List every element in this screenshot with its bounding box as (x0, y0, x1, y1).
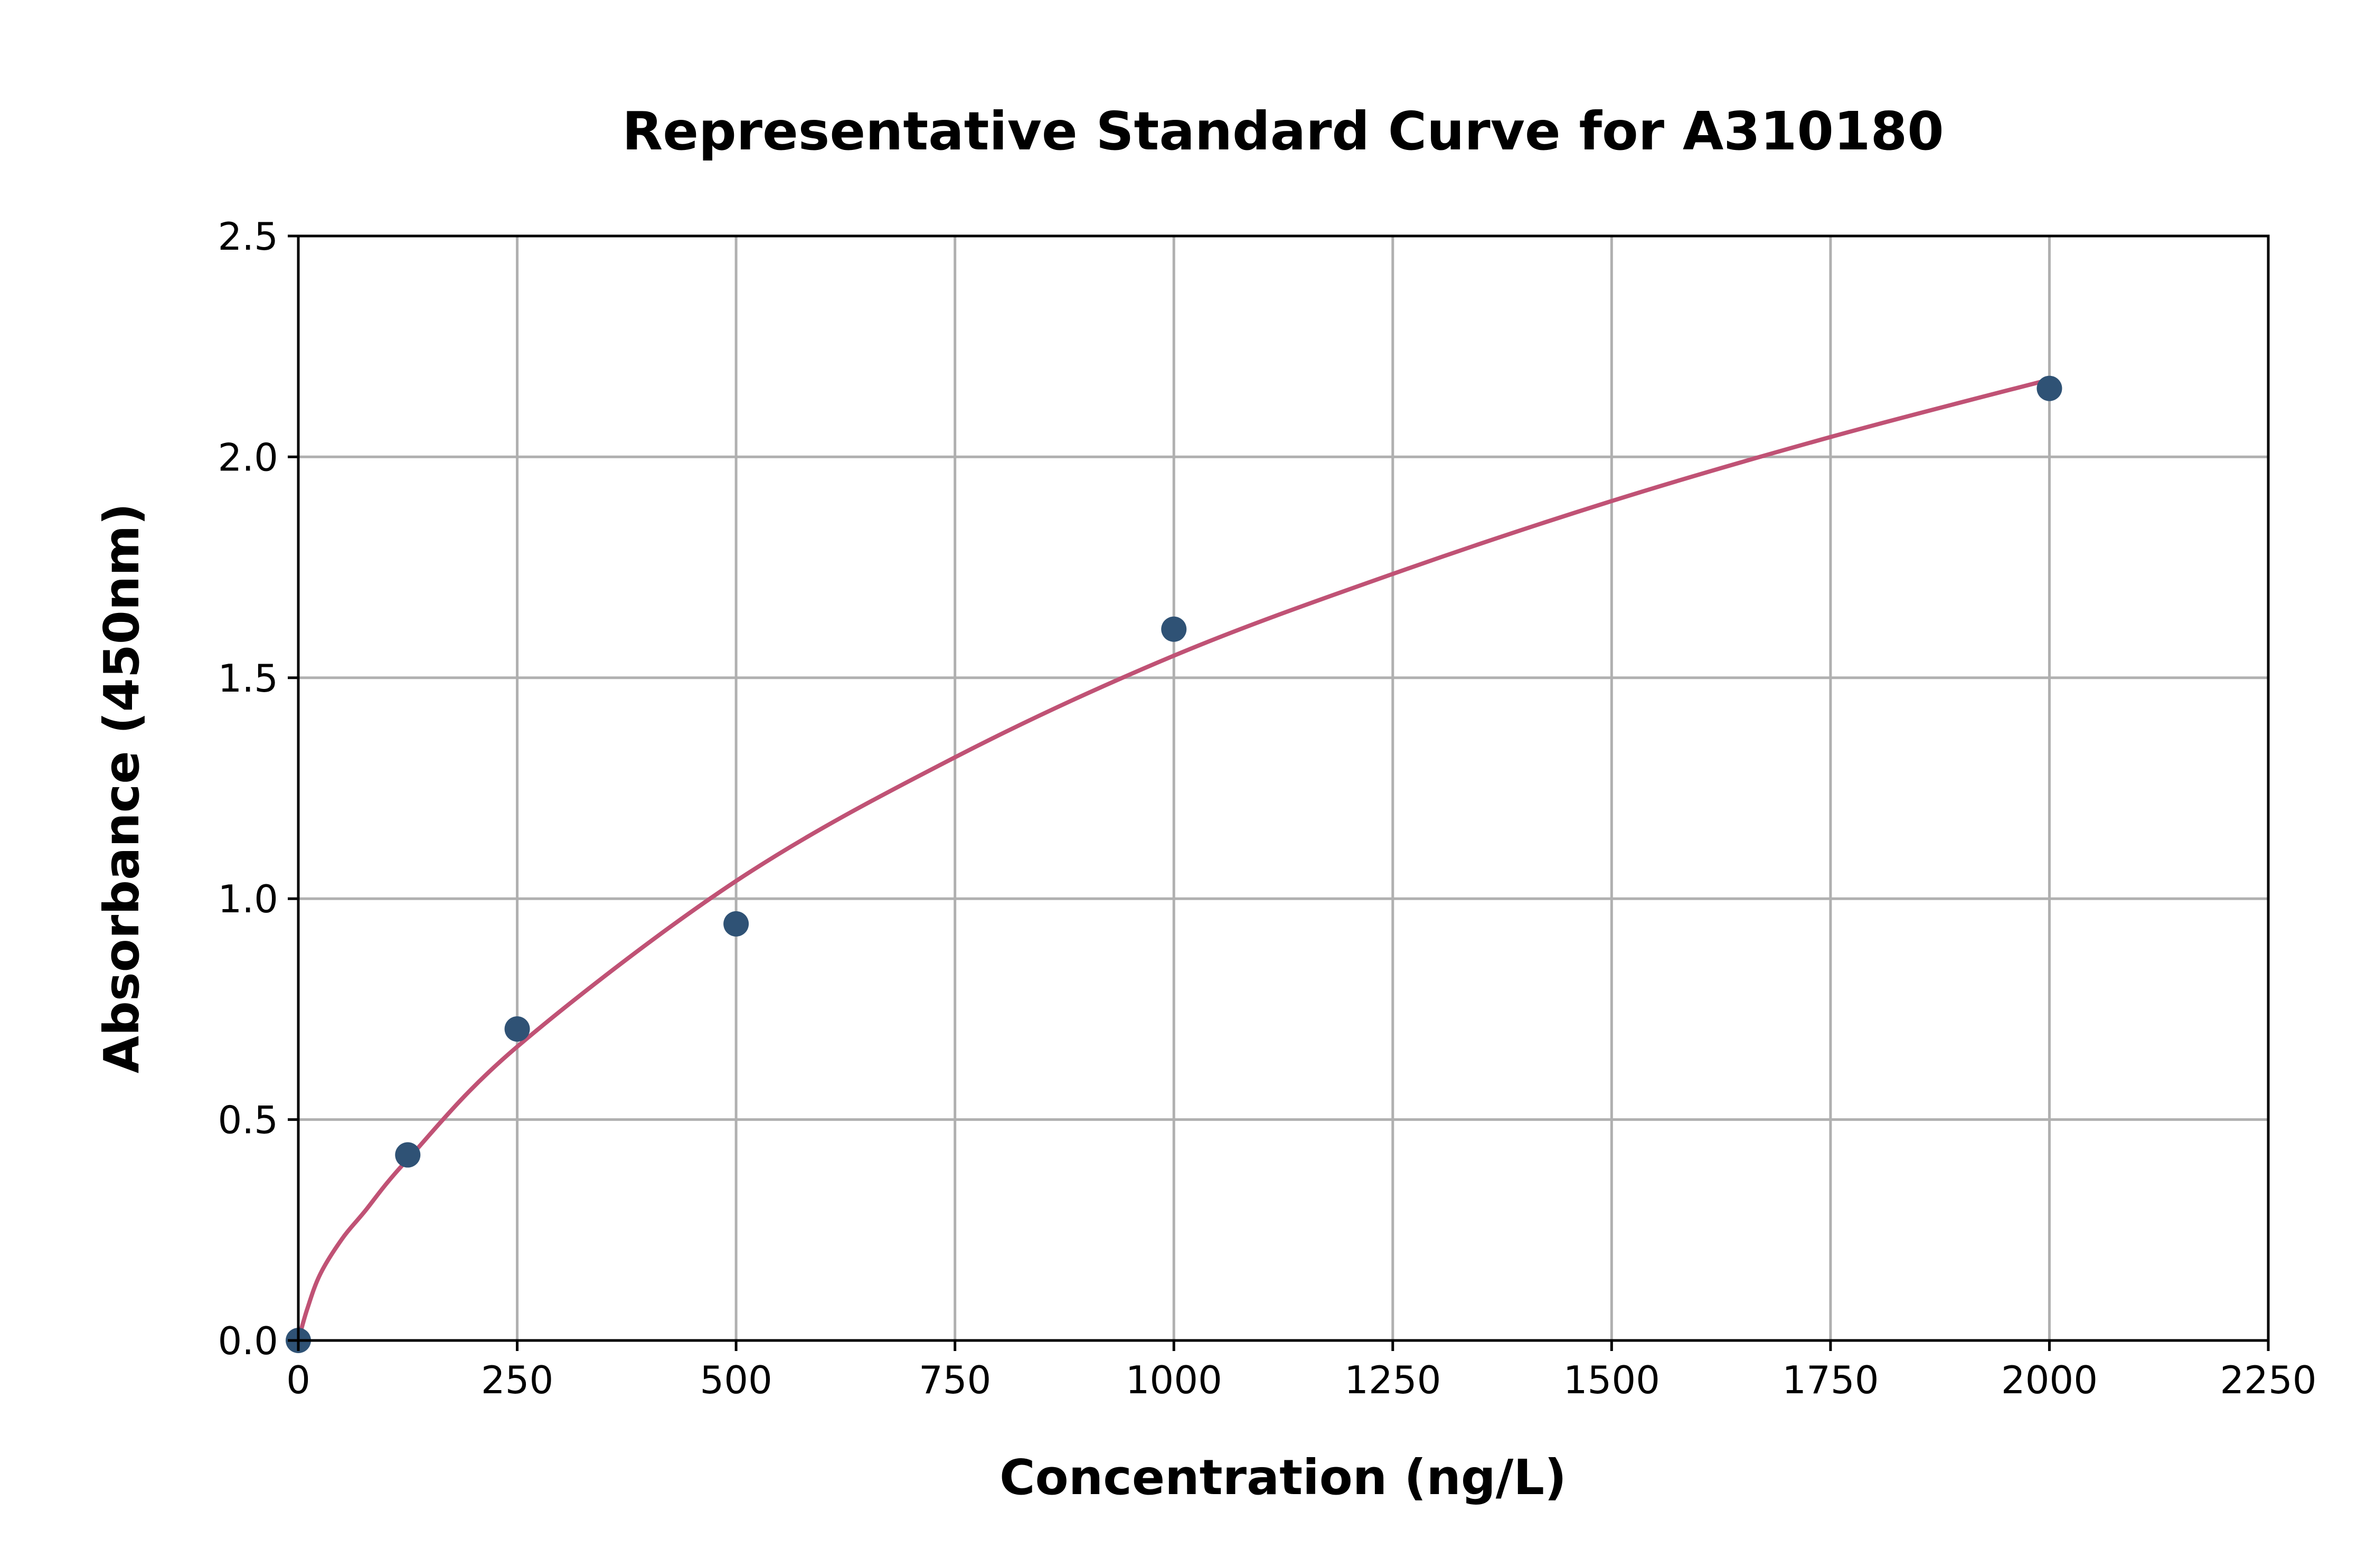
y-tick-label: 1.0 (218, 877, 278, 921)
y-tick-label: 2.5 (218, 214, 278, 259)
x-tick-label: 250 (481, 1358, 553, 1402)
data-point (395, 1142, 421, 1168)
y-axis-label: Absorbance (450nm) (93, 503, 150, 1073)
x-tick-label: 1750 (1782, 1358, 1879, 1402)
chart-title: Representative Standard Curve for A31018… (622, 100, 1944, 162)
data-point (2036, 375, 2062, 401)
y-tick-label: 0.0 (218, 1319, 278, 1363)
data-point (723, 911, 749, 937)
fit-curve (296, 377, 2050, 1342)
x-tick-label: 500 (700, 1358, 772, 1402)
x-axis-label: Concentration (ng/L) (1000, 1449, 1567, 1506)
y-tick-label: 2.0 (218, 435, 278, 479)
x-tick-label: 2250 (2220, 1358, 2316, 1402)
y-tick-label: 1.5 (218, 656, 278, 701)
y-tick-label: 0.5 (218, 1098, 278, 1142)
grid (297, 234, 2270, 1342)
plot-frame (297, 234, 2270, 1342)
data-points (286, 375, 2062, 1353)
x-tick-label: 0 (286, 1358, 310, 1402)
x-tick-label: 1250 (1344, 1358, 1441, 1402)
ticks: 0 250 500 750 1000 1250 1500 1750 2000 2250 0.0 0.5… (218, 214, 2316, 1402)
data-point (504, 1016, 530, 1042)
x-tick-label: 1000 (1126, 1358, 1222, 1402)
x-tick-label: 1500 (1563, 1358, 1660, 1402)
x-tick-label: 750 (919, 1358, 991, 1402)
x-tick-label: 2000 (2001, 1358, 2098, 1402)
data-point (1161, 616, 1187, 642)
